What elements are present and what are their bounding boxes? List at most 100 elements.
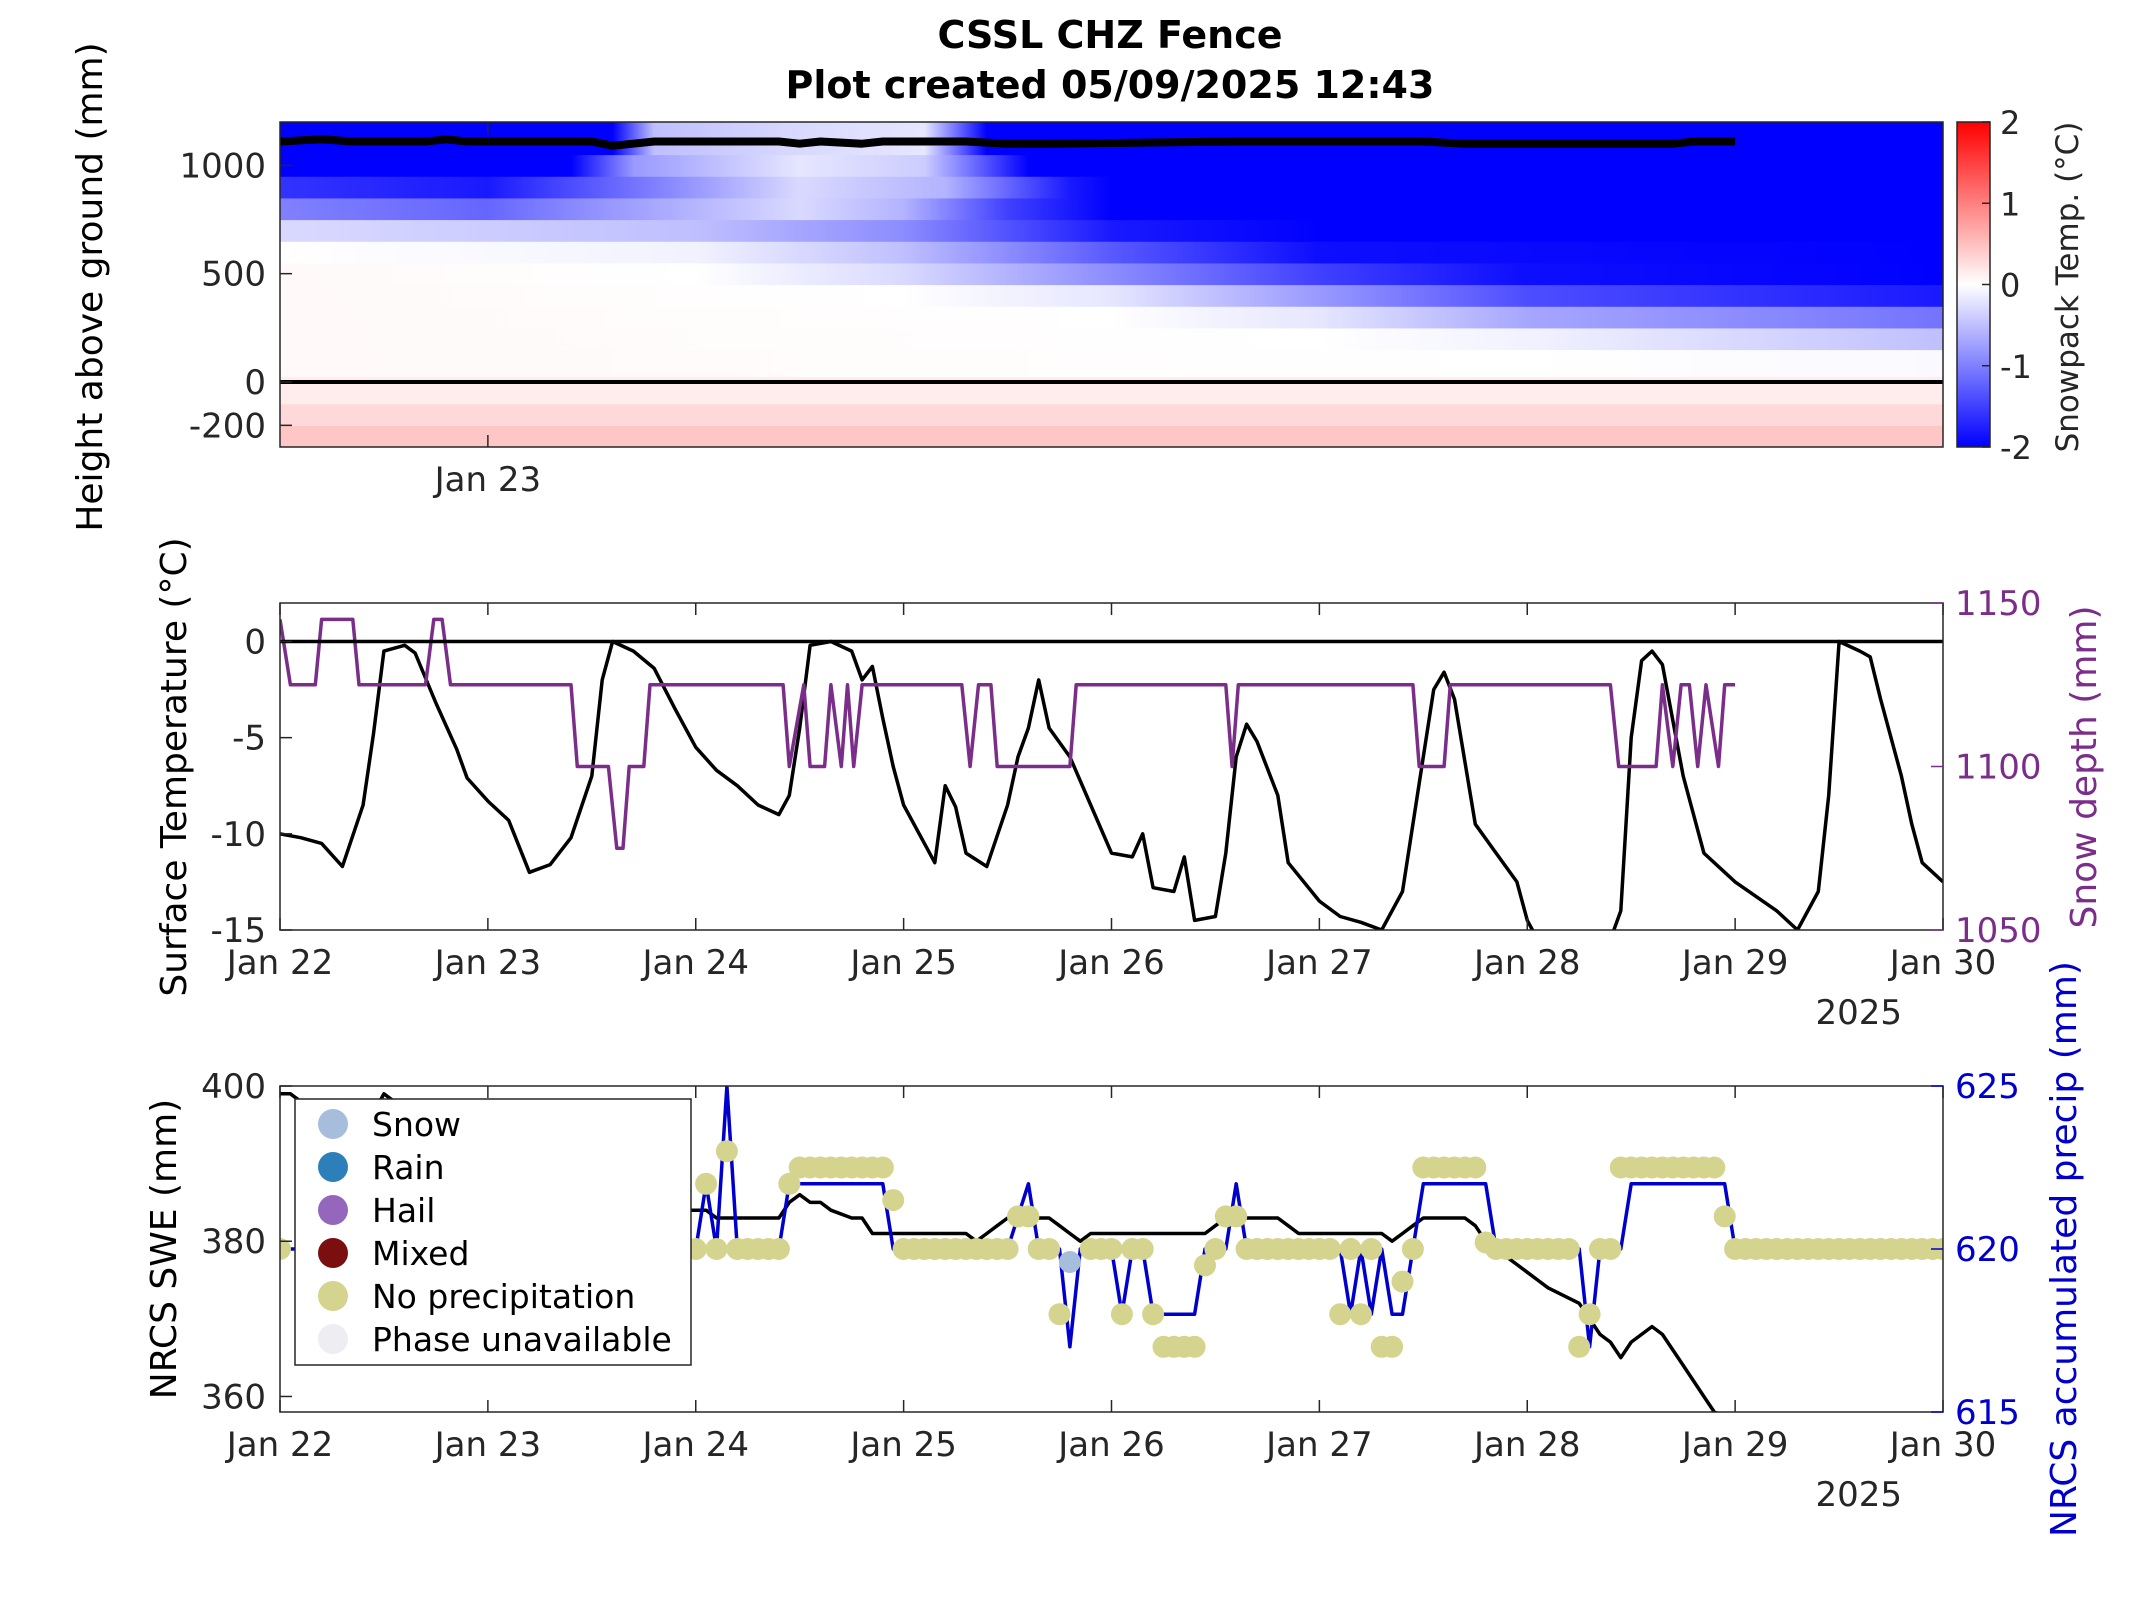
precip-phase-point — [1401, 1238, 1424, 1260]
panel2-xtick-label: Jan 27 — [1264, 943, 1372, 983]
panel3-y-tick-label: 400 — [201, 1067, 266, 1107]
heatmap-row — [280, 425, 1943, 447]
legend-label: No precipitation — [372, 1277, 635, 1316]
legend-marker — [318, 1281, 348, 1311]
colorbar-tick-label: 2 — [2000, 104, 2020, 142]
panel2-y2label: Snow depth (mm) — [2064, 605, 2105, 928]
precip-phase-point — [1131, 1238, 1154, 1260]
precip-phase-point — [1557, 1238, 1580, 1260]
precip-phase-point — [1048, 1303, 1071, 1326]
panel3-xtick-label: Jan 28 — [1472, 1425, 1580, 1465]
panel2-xtick-label: Jan 24 — [641, 943, 749, 983]
panel2-ylabel: Surface Temperature (°C) — [154, 537, 195, 996]
panel3-year-label: 2025 — [1815, 1475, 1902, 1515]
panel3-ylabel: NRCS SWE (mm) — [144, 1099, 185, 1399]
heatmap-row — [280, 327, 1943, 351]
legend: Snow Rain Hail Mixed No precipitation Phase u… — [294, 1098, 692, 1366]
colorbar-tick-label: 1 — [2000, 185, 2020, 223]
precip-phase-point — [882, 1189, 905, 1212]
precip-phase-point — [715, 1140, 738, 1163]
precip-phase-point — [1110, 1303, 1133, 1326]
precip-phase-point — [1017, 1205, 1040, 1228]
panel2-y-tick-label: -5 — [232, 719, 266, 759]
precip-phase-point — [767, 1238, 790, 1260]
colorbar-tick-label: -2 — [2000, 429, 2032, 467]
panel2-lines — [280, 617, 1943, 930]
panel2-xtick-label: Jan 22 — [225, 943, 333, 983]
panel1-y-tick-label: 0 — [244, 363, 266, 403]
panel3-y2-tick-label: 615 — [1955, 1393, 2020, 1433]
panel3-xtick-label: Jan 22 — [225, 1425, 333, 1465]
chart-subtitle: Plot created 05/09/2025 12:43 — [786, 63, 1435, 107]
panel2-y-tick-label: -10 — [210, 815, 266, 855]
precip-phase-point — [1568, 1335, 1591, 1358]
colorbar-tick-label: -1 — [2000, 348, 2032, 386]
panel1-y-tick-label: -200 — [189, 406, 266, 446]
precip-phase-point — [996, 1238, 1019, 1260]
precip-phase-point — [1194, 1254, 1216, 1277]
precip-phase-point — [1329, 1303, 1352, 1326]
heatmap-row — [280, 262, 1943, 286]
precip-phase-point — [1339, 1238, 1362, 1260]
legend-marker — [318, 1152, 348, 1182]
legend-label: Phase unavailable — [372, 1320, 672, 1359]
panel1-ylabel: Height above ground (mm) — [70, 42, 111, 531]
panel2-xtick-label: Jan 28 — [1472, 943, 1580, 983]
snow-surface-line — [280, 135, 1736, 150]
legend-marker — [318, 1109, 348, 1139]
precip-phase-point — [778, 1172, 801, 1195]
legend-entries: Snow Rain Hail Mixed No precipitation Phase u… — [318, 1105, 672, 1359]
heatmap-row — [280, 284, 1943, 307]
heatmap-row — [280, 219, 1943, 242]
panel3-xtick-label: Jan 24 — [641, 1425, 749, 1465]
colorbar: -2 -1 0 1 2 Snowpack Temp. (°C) — [1956, 104, 2086, 467]
panel1-xtick-label: Jan 23 — [433, 460, 541, 500]
precip-phase-point — [1360, 1238, 1383, 1260]
precip-phase-point — [1599, 1238, 1622, 1260]
precip-phase-point — [1318, 1238, 1341, 1260]
precip-phase-point — [1038, 1238, 1061, 1260]
legend-label: Snow — [372, 1105, 461, 1144]
panel3-xtick-label: Jan 29 — [1680, 1425, 1788, 1465]
heatmap-row — [280, 154, 1943, 177]
panel3-xtick-label: Jan 25 — [848, 1425, 956, 1465]
heatmap-row — [280, 403, 1943, 426]
precip-phase-point — [1183, 1335, 1206, 1358]
panel2-y-tick-label: 0 — [244, 622, 266, 662]
precip-phase-point — [1225, 1205, 1248, 1228]
legend-box — [294, 1098, 692, 1366]
panel1-lines — [280, 135, 1943, 384]
precip-phase-point — [1578, 1303, 1601, 1326]
precip-phase-point — [695, 1172, 718, 1195]
panel1-y-tick-label: 500 — [201, 255, 266, 295]
panel3-xtick-label: Jan 26 — [1056, 1425, 1164, 1465]
swe-precip-panel: Jan 22 Jan 23 Jan 24 Jan 25 Jan 26 Jan 27 Jan … — [144, 961, 2085, 1537]
panel2-y2-tick-label: 1100 — [1955, 748, 2042, 788]
legend-marker — [318, 1238, 348, 1268]
legend-label: Rain — [372, 1148, 445, 1187]
precip-phase-point — [1464, 1156, 1487, 1179]
panel3-y-tick-label: 360 — [201, 1377, 266, 1417]
panel3-xtick-label: Jan 27 — [1264, 1425, 1372, 1465]
snow-depth-line — [280, 617, 1736, 851]
panel3-xtick-label: Jan 30 — [1888, 1425, 1996, 1465]
panel1-frame — [279, 121, 1944, 448]
panel2-xtick-label: Jan 26 — [1056, 943, 1164, 983]
panel2-xtick-label: Jan 23 — [433, 943, 541, 983]
panel2-y-tick-label: -15 — [210, 911, 266, 951]
panel3-y2-tick-label: 620 — [1955, 1230, 2020, 1270]
precip-phase-point — [1349, 1303, 1372, 1326]
legend-label: Hail — [372, 1191, 435, 1230]
precip-phase-point — [705, 1238, 728, 1260]
panel3-y2-tick-label: 625 — [1955, 1067, 2020, 1107]
precip-phase-point — [1142, 1303, 1165, 1326]
precip-phase-point — [1100, 1238, 1123, 1260]
panel2-frame — [279, 602, 1944, 931]
legend-marker — [318, 1195, 348, 1225]
surface-temperature-panel: Jan 22 Jan 23 Jan 24 Jan 25 Jan 26 Jan 27 Jan … — [154, 537, 2105, 1033]
panel2-xtick-label: Jan 29 — [1680, 943, 1788, 983]
colorbar-ticks: -2 -1 0 1 2 — [1982, 104, 2032, 467]
panel3-axes: Jan 22 Jan 23 Jan 24 Jan 25 Jan 26 Jan 27 Jan … — [201, 1067, 2020, 1465]
